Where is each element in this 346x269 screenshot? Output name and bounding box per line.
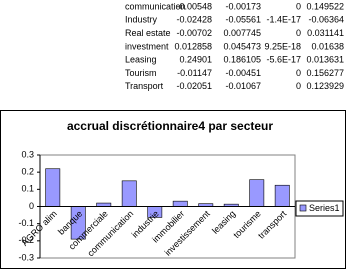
bar bbox=[96, 202, 112, 207]
table-cell: -0.06364 bbox=[308, 15, 344, 25]
table-cell: -0.00173 bbox=[225, 1, 261, 11]
table-cell: -0.02428 bbox=[176, 15, 212, 25]
table-cell: -0.01067 bbox=[225, 81, 261, 91]
table-cell: -0.05561 bbox=[225, 15, 261, 25]
table-cell: -5.6E-17 bbox=[266, 55, 301, 65]
table-cell: 0.045473 bbox=[223, 41, 261, 51]
table-cell: 0.031141 bbox=[307, 28, 344, 38]
table-cell: 0 bbox=[296, 1, 301, 11]
y-tick-label: 0 bbox=[29, 201, 34, 211]
table-cell: 0.24901 bbox=[179, 55, 212, 65]
table-cell: Leasing bbox=[125, 55, 157, 65]
table-cell: -0.02051 bbox=[176, 81, 212, 91]
legend-swatch bbox=[299, 204, 307, 212]
table-cell: -0.00548 bbox=[176, 1, 212, 11]
table-cell: 0 bbox=[296, 68, 301, 78]
table-cell: 0.013631 bbox=[306, 55, 344, 65]
bar bbox=[249, 179, 265, 207]
table-cell: 0.01638 bbox=[311, 41, 344, 51]
table-cell: 0.012858 bbox=[174, 41, 212, 51]
table-cell: communication bbox=[125, 1, 186, 11]
y-tick-label: 0.1 bbox=[21, 184, 34, 194]
table-cell: 0.156277 bbox=[306, 68, 344, 78]
table-cell: Transport bbox=[125, 81, 164, 91]
table-cell: Industry bbox=[125, 15, 158, 25]
table-cell: 0 bbox=[296, 28, 301, 38]
legend-label: Series1 bbox=[309, 203, 340, 213]
table-cell: Real estate bbox=[125, 28, 171, 38]
table-cell: 0.123929 bbox=[306, 81, 344, 91]
table-cell: 0.186105 bbox=[223, 55, 261, 65]
legend-box bbox=[295, 200, 344, 217]
y-tick-label: -0.2 bbox=[18, 235, 34, 245]
y-tick-label: 0.3 bbox=[21, 149, 34, 159]
table-cell: investment bbox=[125, 41, 169, 51]
table-cell: -1.4E-17 bbox=[266, 15, 301, 25]
y-tick-label: -0.3 bbox=[18, 252, 34, 262]
bar bbox=[45, 168, 61, 207]
bar bbox=[172, 200, 188, 207]
bar bbox=[274, 184, 290, 207]
chart-title: accrual discrétionnaire4 par secteur bbox=[67, 119, 273, 133]
y-tick-label: 0.2 bbox=[21, 167, 34, 177]
table-cell: 0.149522 bbox=[306, 1, 344, 11]
table-cell: 0.007745 bbox=[223, 28, 261, 38]
table-cell: -0.00451 bbox=[225, 68, 261, 78]
bar bbox=[121, 180, 137, 207]
table-cell: Tourism bbox=[125, 68, 157, 78]
y-tick-label: -0.1 bbox=[18, 218, 34, 228]
table-cell: -0.01147 bbox=[177, 68, 212, 78]
table-cell: 0 bbox=[296, 81, 301, 91]
table-cell: 9.25E-18 bbox=[264, 41, 301, 51]
table-cell: -0.00702 bbox=[176, 28, 212, 38]
